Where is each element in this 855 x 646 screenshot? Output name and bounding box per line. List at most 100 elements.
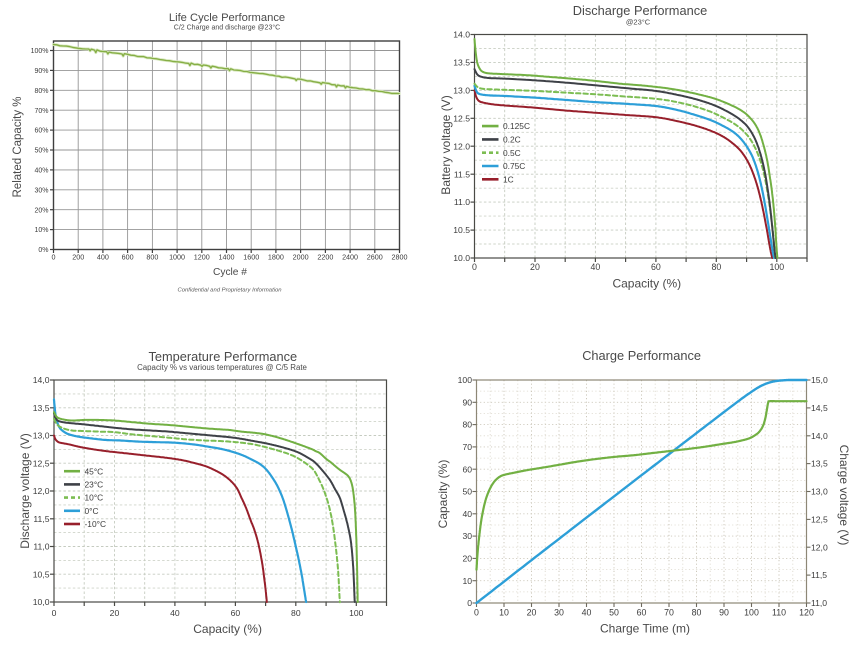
svg-text:13,0: 13,0 [811,487,828,497]
svg-text:12.5: 12.5 [453,113,470,123]
svg-text:Capacity (%): Capacity (%) [193,622,262,636]
svg-text:1800: 1800 [268,253,284,262]
svg-text:12,0: 12,0 [811,542,828,552]
svg-text:90%: 90% [34,68,48,75]
svg-text:10%: 10% [34,227,48,234]
svg-text:0%: 0% [38,247,48,254]
svg-text:120: 120 [799,608,814,618]
svg-text:20: 20 [110,608,120,618]
svg-text:Discharge voltage (V): Discharge voltage (V) [18,433,32,548]
svg-text:100: 100 [744,608,759,618]
svg-text:13,5: 13,5 [811,459,828,469]
svg-text:14,0: 14,0 [33,375,50,385]
svg-text:Temperature Performance: Temperature Performance [148,349,297,364]
svg-text:13,5: 13,5 [33,403,50,413]
svg-text:60: 60 [231,608,241,618]
svg-text:2800: 2800 [391,253,407,262]
svg-text:0.125C: 0.125C [503,121,530,131]
svg-text:70%: 70% [34,108,48,115]
svg-text:20%: 20% [34,207,48,214]
svg-text:60%: 60% [34,128,48,135]
svg-text:14,0: 14,0 [811,431,828,441]
svg-text:0.5C: 0.5C [503,148,521,158]
svg-text:15,0: 15,0 [811,375,828,385]
svg-text:Confidential and Proprietary I: Confidential and Proprietary Information [177,287,282,293]
svg-text:Capacity % vs various temperat: Capacity % vs various temperatures @ C/5… [137,363,307,372]
svg-text:1C: 1C [503,174,514,184]
svg-text:200: 200 [72,253,84,262]
svg-text:10,0: 10,0 [33,597,50,607]
svg-text:13.5: 13.5 [453,58,470,68]
svg-text:11.5: 11.5 [454,169,470,179]
svg-text:0.75C: 0.75C [503,161,525,171]
svg-text:10.0: 10.0 [453,253,470,263]
svg-text:14,5: 14,5 [811,403,828,413]
svg-text:0°C: 0°C [85,506,99,516]
svg-text:0: 0 [52,253,56,262]
svg-text:@23°C: @23°C [626,18,651,27]
svg-text:100: 100 [769,262,784,272]
svg-text:Charge Performance: Charge Performance [582,348,701,363]
svg-text:40%: 40% [34,168,48,175]
svg-text:80: 80 [692,608,702,618]
svg-text:Discharge Performance: Discharge Performance [573,3,707,18]
svg-text:Capacity (%): Capacity (%) [436,460,450,529]
svg-text:2600: 2600 [367,253,383,262]
svg-text:20: 20 [527,608,537,618]
svg-text:12,0: 12,0 [33,486,50,496]
svg-text:100: 100 [349,608,364,618]
svg-text:30: 30 [554,608,564,618]
svg-text:90: 90 [719,608,729,618]
svg-text:70: 70 [462,442,472,452]
svg-text:11.0: 11.0 [454,197,470,207]
svg-text:12,5: 12,5 [811,514,828,524]
svg-text:0: 0 [52,608,57,618]
svg-text:50%: 50% [34,148,48,155]
svg-text:10: 10 [499,608,509,618]
svg-text:40: 40 [462,509,472,519]
svg-text:600: 600 [122,253,134,262]
svg-text:110: 110 [772,608,786,618]
svg-text:1200: 1200 [194,253,210,262]
svg-text:0.2C: 0.2C [503,135,521,145]
svg-text:-10°C: -10°C [85,519,107,529]
svg-text:2400: 2400 [342,253,358,262]
svg-text:14.0: 14.0 [453,30,470,40]
svg-text:Battery voltage (V): Battery voltage (V) [439,95,453,194]
svg-text:40: 40 [170,608,180,618]
svg-text:1400: 1400 [218,253,234,262]
svg-text:80: 80 [291,608,301,618]
svg-text:60: 60 [651,262,661,272]
svg-text:60: 60 [637,608,647,618]
svg-text:11,5: 11,5 [33,514,49,524]
svg-text:80: 80 [711,262,721,272]
svg-text:10°C: 10°C [85,493,104,503]
svg-text:30: 30 [462,531,472,541]
svg-text:11,5: 11,5 [811,570,827,580]
svg-text:2200: 2200 [317,253,333,262]
svg-text:23°C: 23°C [85,480,104,490]
svg-text:2000: 2000 [293,253,309,262]
svg-text:10: 10 [462,576,472,586]
svg-text:13.0: 13.0 [453,85,470,95]
svg-text:30%: 30% [34,187,48,194]
svg-text:12,5: 12,5 [33,458,50,468]
svg-text:90: 90 [462,397,472,407]
svg-text:12.0: 12.0 [453,141,470,151]
svg-text:1600: 1600 [243,253,259,262]
svg-text:Cycle #: Cycle # [213,267,247,278]
svg-text:0: 0 [472,262,477,272]
svg-text:400: 400 [97,253,109,262]
svg-text:10,5: 10,5 [33,569,50,579]
svg-text:20: 20 [530,262,540,272]
svg-text:0: 0 [474,608,479,618]
svg-text:80%: 80% [34,88,48,95]
svg-text:100: 100 [458,375,473,385]
svg-text:80: 80 [462,420,472,430]
svg-text:45°C: 45°C [85,466,104,476]
svg-text:Capacity (%): Capacity (%) [612,277,681,291]
svg-text:0: 0 [467,598,472,608]
svg-text:11,0: 11,0 [811,598,827,608]
svg-text:Life Cycle Performance: Life Cycle Performance [169,12,285,24]
svg-text:800: 800 [146,253,158,262]
